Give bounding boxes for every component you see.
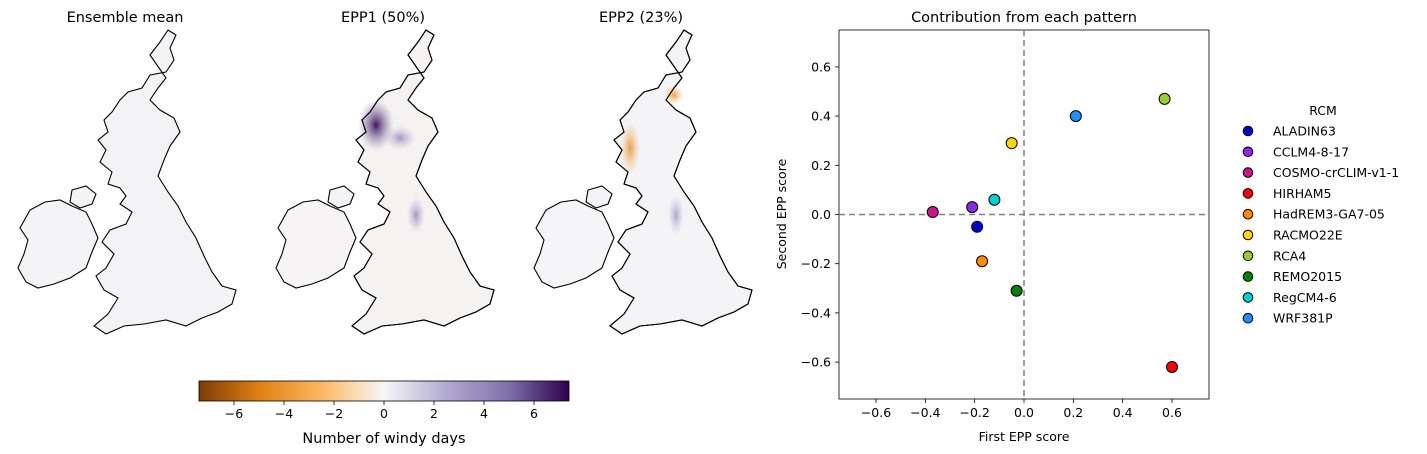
point-cosmo-crclim-v1-1 [926, 206, 939, 219]
legend-marker [1242, 250, 1254, 262]
x-axis-ticks: −0.6 −0.4 −0.2 0.0 0.2 0.4 0.6 [861, 399, 1182, 420]
colorbar-tick-label: 2 [430, 406, 438, 421]
legend-marker [1242, 125, 1254, 137]
point-cclm4-8-17 [966, 201, 979, 214]
legend-marker [1242, 208, 1254, 220]
x-tick-label: 0.4 [1113, 405, 1133, 420]
legend-marker [1242, 229, 1254, 241]
legend-label: REMO2015 [1273, 269, 1342, 284]
ireland-landmass [533, 199, 615, 289]
x-tick-label: 0.2 [1063, 405, 1083, 420]
y-tick-label: −0.4 [801, 305, 831, 320]
legend-marker [1242, 271, 1254, 282]
epp1-pennine-anomaly [407, 197, 425, 233]
map-title-epp2: EPP2 (23%) [599, 10, 683, 26]
point-hirham5 [1166, 361, 1178, 374]
x-tick-label: −0.6 [861, 405, 891, 420]
epp2-north-anomaly [664, 85, 684, 105]
y-tick-label: −0.6 [801, 355, 831, 370]
reference-lines [839, 30, 1209, 399]
point-wrf381p [1069, 110, 1082, 123]
northern-ireland-landmass [585, 185, 613, 209]
colorbar-tick-label: 0 [380, 406, 388, 421]
map-panel-epp1: EPP1 (50%) [275, 10, 495, 335]
map-title-ensemble-mean: Ensemble mean [67, 10, 184, 26]
northern-ireland-landmass [69, 185, 97, 209]
legend-items: ALADIN63 CCLM4-8-17 COSMO-crCLIM-v1-1 HIRHA… [1242, 124, 1399, 326]
point-regcm4-6 [988, 193, 1001, 206]
x-tick-label: −0.2 [959, 405, 989, 420]
y-tick-label: 0.2 [811, 158, 831, 173]
x-tick-label: 0.0 [1014, 405, 1034, 420]
y-tick-label: 0.6 [811, 59, 831, 74]
colorbar-tick-label: −2 [325, 406, 343, 421]
y-tick-label: 0.0 [811, 207, 831, 222]
colorbar-label: Number of windy days [302, 431, 465, 447]
legend-marker [1242, 188, 1254, 199]
scatter-points [926, 92, 1178, 374]
legend: RCM ALADIN63 CCLM4-8-17 COSMO-crCLIM-v1-1 H… [1242, 103, 1399, 326]
great-britain-landmass [93, 29, 237, 335]
legend-label: RCA4 [1273, 248, 1306, 263]
colorbar-ticks: −6 −4 −2 0 2 4 6 [225, 401, 538, 421]
legend-title: RCM [1309, 103, 1337, 118]
map-panel-ensemble-mean: Ensemble mean [17, 10, 237, 335]
point-remo2015 [1010, 284, 1023, 297]
scatter-chart: Contribution from each pattern −0.6 −0.4−… [774, 10, 1210, 444]
epp2-pennine-anomaly [668, 195, 684, 235]
y-tick-label: −0.2 [801, 256, 831, 271]
chart-title: Contribution from each pattern [911, 10, 1137, 26]
point-racmo22e [1005, 137, 1018, 150]
colorbar-tick-label: 4 [480, 406, 488, 421]
legend-label: HIRHAM5 [1273, 186, 1331, 201]
epp2-west-scotland-anomaly [620, 122, 640, 174]
map-panel-epp2: EPP2 (23%) [533, 10, 753, 335]
colorbar-tick-label: −6 [225, 406, 243, 421]
legend-label: RegCM4-6 [1273, 290, 1337, 305]
point-hadrem3-ga7-05 [976, 255, 989, 268]
epp1-grampian-anomaly [384, 126, 416, 150]
legend-label: RACMO22E [1273, 228, 1343, 243]
y-tick-label: 0.4 [811, 109, 831, 124]
legend-label: COSMO-crCLIM-v1-1 [1273, 165, 1399, 180]
y-axis-label: Second EPP score [774, 158, 789, 269]
colorbar: −6 −4 −2 0 2 4 6 Number of windy days [198, 380, 570, 447]
colorbar-tick-label: 6 [530, 406, 538, 421]
legend-marker [1242, 167, 1254, 178]
legend-label: HadREM3-GA7-05 [1273, 207, 1385, 222]
legend-label: ALADIN63 [1273, 124, 1336, 139]
ireland-landmass [17, 199, 99, 289]
northern-ireland-landmass [327, 185, 355, 209]
ireland-landmass [275, 199, 357, 289]
point-rca4 [1158, 92, 1171, 105]
legend-marker [1242, 312, 1254, 324]
colorbar-bar [198, 380, 570, 402]
point-aladin63 [971, 220, 984, 233]
legend-marker [1242, 292, 1254, 303]
x-axis-label: First EPP score [979, 429, 1070, 444]
colorbar-tick-label: −4 [275, 406, 293, 421]
y-axis-ticks: −0.6 −0.4 −0.2 0.0 0.2 0.4 0.6 [801, 59, 839, 370]
legend-label: WRF381P [1273, 311, 1333, 326]
legend-label: CCLM4-8-17 [1273, 144, 1349, 159]
map-title-epp1: EPP1 (50%) [341, 10, 425, 26]
x-tick-label: −0.4 [910, 405, 940, 420]
x-tick-label: 0.6 [1162, 405, 1182, 420]
legend-marker [1242, 146, 1254, 158]
